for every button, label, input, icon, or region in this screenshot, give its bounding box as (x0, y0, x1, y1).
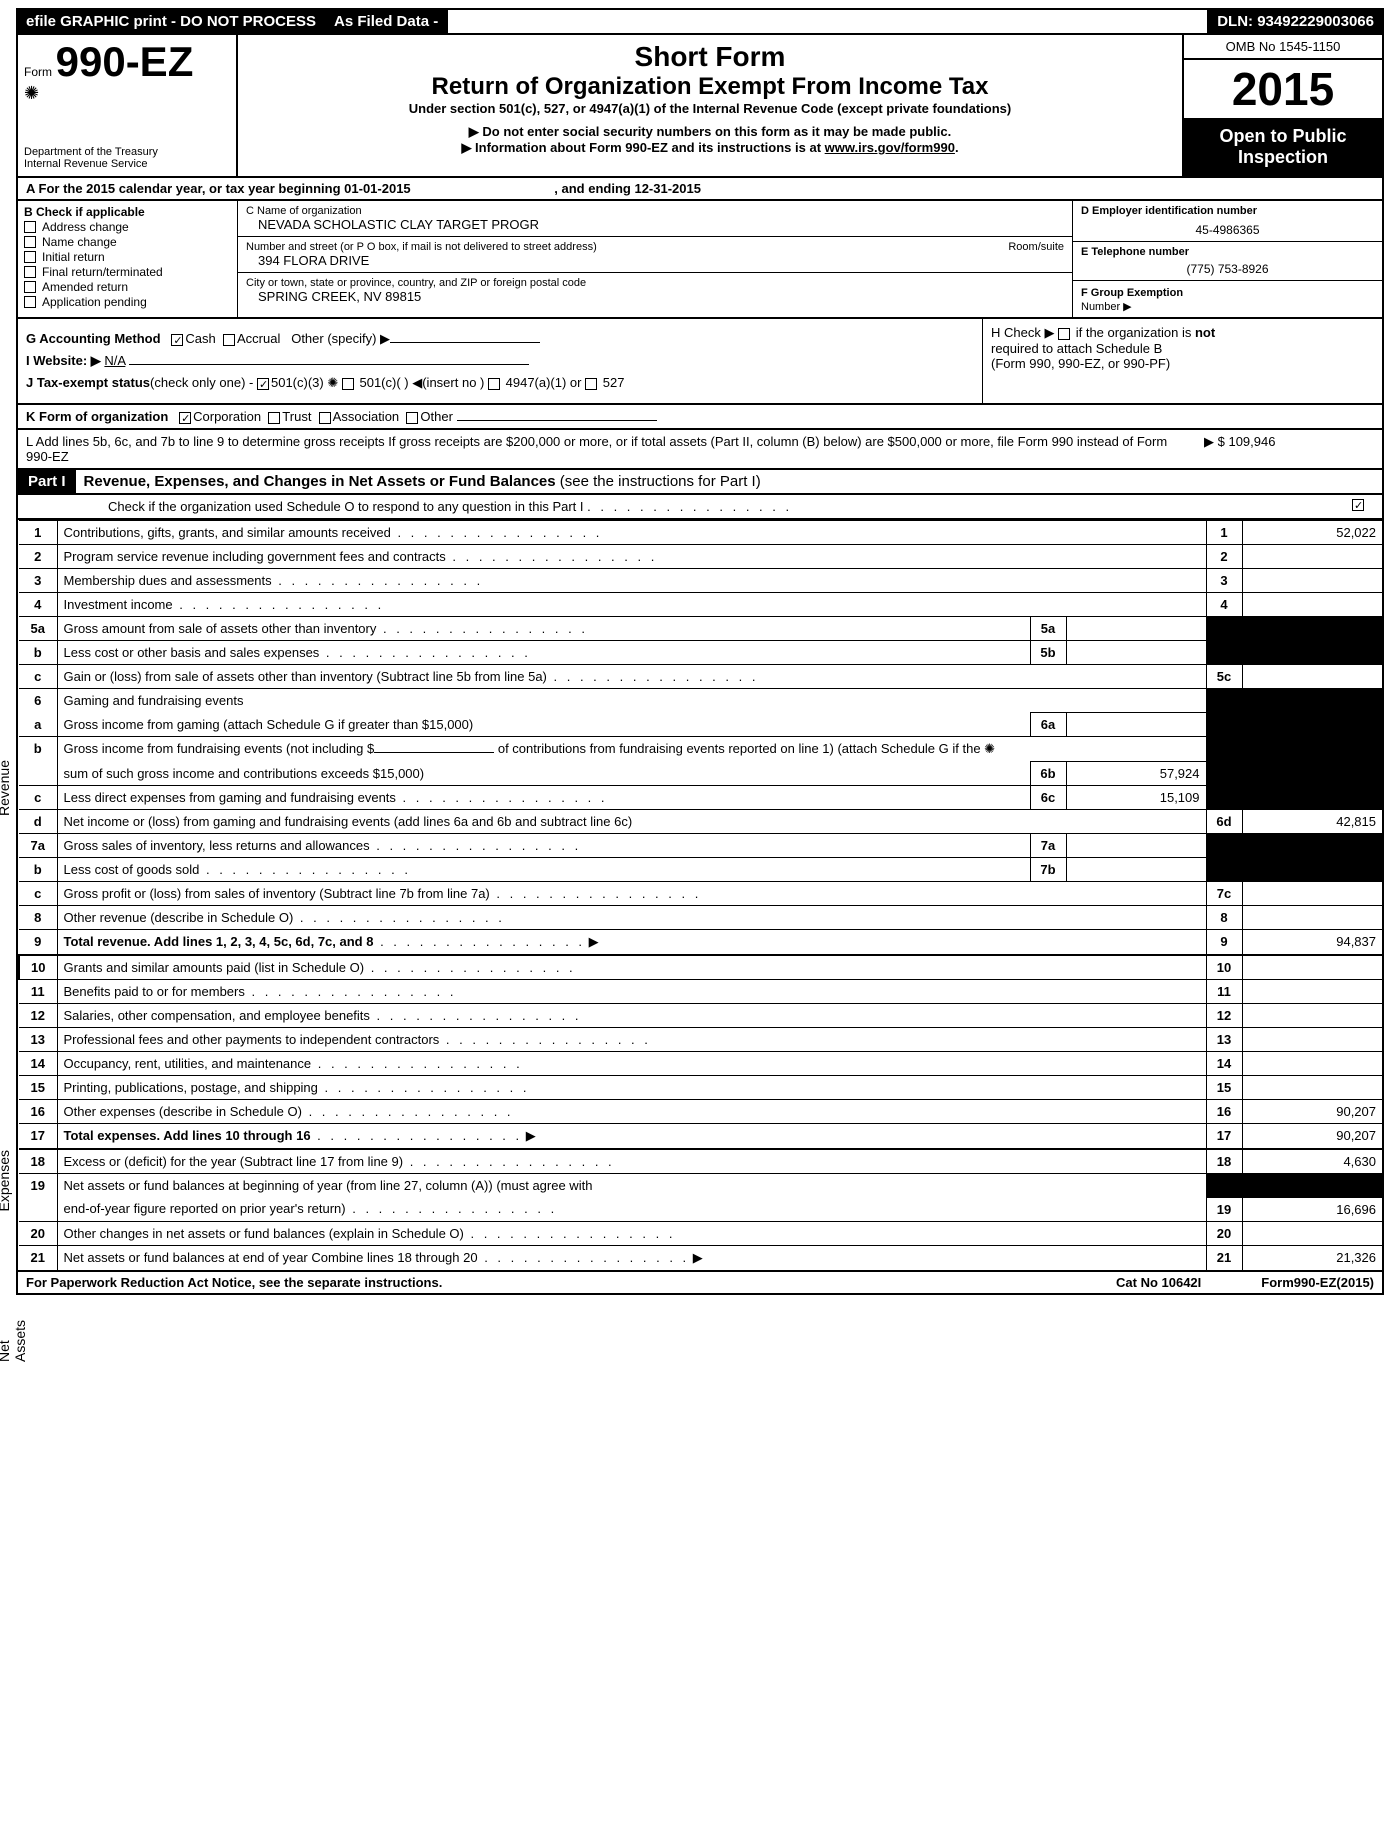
header-center: Short Form Return of Organization Exempt… (238, 35, 1182, 176)
line-15: 15 Printing, publications, postage, and … (19, 1076, 1382, 1100)
line-5a: 5a Gross amount from sale of assets othe… (19, 617, 1382, 641)
form-title-1: Short Form (248, 41, 1172, 73)
line-9: 9 Total revenue. Add lines 1, 2, 3, 4, 5… (19, 930, 1382, 956)
form-title-2: Return of Organization Exempt From Incom… (248, 73, 1172, 101)
column-def: D Employer identification number 45-4986… (1072, 201, 1382, 317)
netassets-label: Net Assets (0, 1320, 28, 1362)
line-20: 20 Other changes in net assets or fund b… (19, 1221, 1382, 1245)
form-table: 1 Contributions, gifts, grants, and simi… (18, 520, 1382, 1270)
section-ghij: G Accounting Method Cash Accrual Other (… (16, 319, 1384, 405)
line-16: 16 Other expenses (describe in Schedule … (19, 1100, 1382, 1124)
line-k: K Form of organization Corporation Trust… (16, 405, 1384, 430)
open-public: Open to Public Inspection (1184, 118, 1382, 176)
checkbox-4947[interactable] (488, 378, 500, 390)
header-left: Form 990-EZ ✺ Department of the Treasury… (18, 35, 238, 176)
checkbox-initial-return[interactable] (24, 251, 36, 263)
line-h: H Check ▶ if the organization is not req… (982, 319, 1382, 403)
checkbox-app-pending[interactable] (24, 296, 36, 308)
section-bcdef: B Check if applicable Address change Nam… (16, 201, 1384, 319)
street-address: 394 FLORA DRIVE (258, 253, 1064, 268)
line-6c: c Less direct expenses from gaming and f… (19, 786, 1382, 810)
gross-receipts: 109,946 (1228, 434, 1275, 449)
line-7b: b Less cost of goods sold 7b (19, 858, 1382, 882)
checkbox-final-return[interactable] (24, 266, 36, 278)
line-7a: 7a Gross sales of inventory, less return… (19, 834, 1382, 858)
line-21: 21 Net assets or fund balances at end of… (19, 1245, 1382, 1270)
checkbox-cash[interactable] (171, 334, 183, 346)
efile-label: efile GRAPHIC print - DO NOT PROCESS (18, 10, 326, 33)
row-a-tax-year: A For the 2015 calendar year, or tax yea… (16, 178, 1384, 201)
line-8: 8 Other revenue (describe in Schedule O)… (19, 906, 1382, 930)
line-10: 10 Grants and similar amounts paid (list… (19, 955, 1382, 980)
checkbox-name-change[interactable] (24, 236, 36, 248)
column-b: B Check if applicable Address change Nam… (18, 201, 238, 317)
line-6d: d Net income or (loss) from gaming and f… (19, 810, 1382, 834)
line-5b: b Less cost or other basis and sales exp… (19, 641, 1382, 665)
line-j: J Tax-exempt status(check only one) - 50… (26, 375, 974, 391)
line-12: 12 Salaries, other compensation, and emp… (19, 1004, 1382, 1028)
form-number: 990-EZ (56, 38, 194, 85)
city-state-zip: SPRING CREEK, NV 89815 (258, 289, 1064, 304)
checkbox-corp[interactable] (179, 412, 191, 424)
form-header: Form 990-EZ ✺ Department of the Treasury… (16, 35, 1384, 178)
irs-link[interactable]: www.irs.gov/form990 (825, 140, 955, 155)
line-g: G Accounting Method Cash Accrual Other (… (26, 331, 974, 347)
checkbox-h[interactable] (1058, 328, 1070, 340)
part-1-header: Part I Revenue, Expenses, and Changes in… (16, 470, 1384, 495)
checkbox-other-org[interactable] (406, 412, 418, 424)
checkbox-assoc[interactable] (319, 412, 331, 424)
line-7c: c Gross profit or (loss) from sales of i… (19, 882, 1382, 906)
part-1-table: Revenue Expenses Net Assets 1 Contributi… (16, 520, 1384, 1272)
line-19: 19 Net assets or fund balances at beginn… (19, 1174, 1382, 1198)
line-18: 18 Excess or (deficit) for the year (Sub… (19, 1149, 1382, 1174)
line-6a: a Gross income from gaming (attach Sched… (19, 713, 1382, 737)
asfiled-label: As Filed Data - (326, 10, 448, 33)
expenses-label: Expenses (0, 1150, 12, 1211)
dln: DLN: 93492229003066 (1209, 10, 1382, 33)
ein: 45-4986365 (1081, 223, 1374, 237)
line-5c: c Gain or (loss) from sale of assets oth… (19, 665, 1382, 689)
dept-info: Department of the Treasury Internal Reve… (24, 146, 158, 170)
phone: (775) 753-8926 (1081, 262, 1374, 276)
header-right: OMB No 1545-1150 2015 Open to Public Ins… (1182, 35, 1382, 176)
checkbox-schedule-o[interactable] (1352, 499, 1364, 511)
checkbox-address-change[interactable] (24, 221, 36, 233)
line-6b: b Gross income from fundraising events (… (19, 737, 1382, 762)
checkbox-527[interactable] (585, 378, 597, 390)
line-1: 1 Contributions, gifts, grants, and simi… (19, 521, 1382, 545)
line-13: 13 Professional fees and other payments … (19, 1028, 1382, 1052)
line-i: I Website: ▶ N/A (26, 353, 974, 369)
revenue-label: Revenue (0, 760, 12, 816)
checkbox-501c[interactable] (342, 378, 354, 390)
page-footer: For Paperwork Reduction Act Notice, see … (16, 1272, 1384, 1295)
line-11: 11 Benefits paid to or for members 11 (19, 980, 1382, 1004)
checkbox-501c3[interactable] (257, 378, 269, 390)
line-14: 14 Occupancy, rent, utilities, and maint… (19, 1052, 1382, 1076)
checkbox-trust[interactable] (268, 412, 280, 424)
column-c: C Name of organization NEVADA SCHOLASTIC… (238, 201, 1072, 317)
checkbox-amended[interactable] (24, 281, 36, 293)
top-bar: efile GRAPHIC print - DO NOT PROCESS As … (16, 8, 1384, 35)
part-1-check: Check if the organization used Schedule … (16, 495, 1384, 520)
tax-year: 2015 (1184, 60, 1382, 118)
line-2: 2 Program service revenue including gove… (19, 545, 1382, 569)
line-6: 6 Gaming and fundraising events (19, 689, 1382, 713)
line-4: 4 Investment income 4 (19, 593, 1382, 617)
line-17: 17 Total expenses. Add lines 10 through … (19, 1124, 1382, 1150)
org-name: NEVADA SCHOLASTIC CLAY TARGET PROGR (258, 217, 1064, 232)
omb-number: OMB No 1545-1150 (1184, 35, 1382, 60)
website-value: N/A (104, 353, 125, 368)
line-3: 3 Membership dues and assessments 3 (19, 569, 1382, 593)
line-l: L Add lines 5b, 6c, and 7b to line 9 to … (16, 430, 1384, 470)
form-page: efile GRAPHIC print - DO NOT PROCESS As … (0, 0, 1400, 1303)
checkbox-accrual[interactable] (223, 334, 235, 346)
